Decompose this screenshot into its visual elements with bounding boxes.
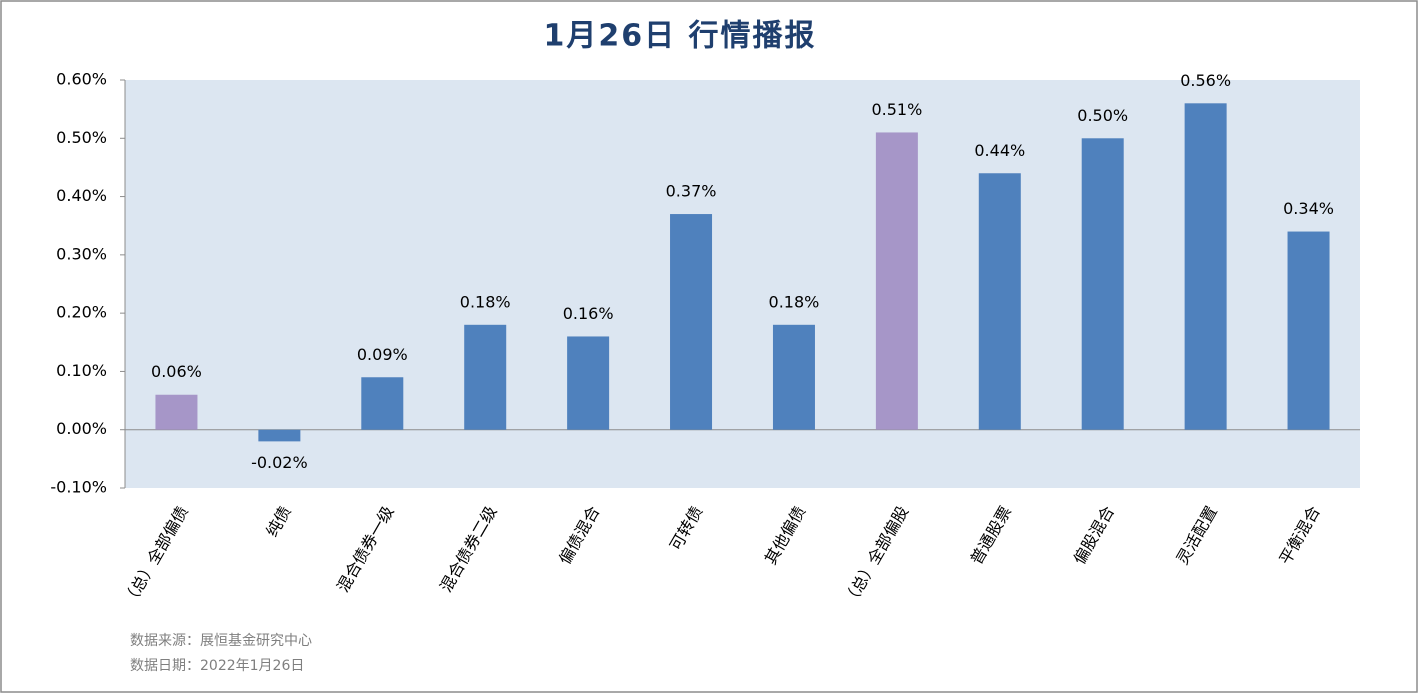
y-tick-label: 0.50% (56, 128, 107, 147)
bar (1287, 231, 1330, 430)
bar (1184, 103, 1227, 430)
value-label: 0.37% (666, 182, 717, 201)
y-tick-label: 0.60% (56, 70, 107, 89)
bar (772, 324, 815, 430)
bar (361, 377, 404, 430)
y-tick-label: 0.20% (56, 303, 107, 322)
y-tick-label: 0.40% (56, 186, 107, 205)
value-label: 0.56% (1180, 71, 1231, 90)
value-label: -0.02% (251, 453, 308, 472)
value-label: 0.09% (357, 345, 408, 364)
bar (875, 132, 918, 430)
bar (1081, 138, 1124, 430)
bar (155, 394, 198, 430)
chart-title: 1月26日 行情播报 (543, 19, 816, 54)
value-label: 0.50% (1077, 106, 1128, 125)
bar (567, 336, 610, 430)
y-tick-label: 0.10% (56, 361, 107, 380)
source-note: 数据来源：展恒基金研究中心 (130, 632, 312, 649)
y-tick-label: -0.10% (50, 478, 107, 497)
value-label: 0.18% (769, 292, 820, 311)
bar (670, 214, 713, 430)
y-tick-label: 0.30% (56, 244, 107, 263)
bar (464, 324, 507, 430)
date-note: 数据日期：2022年1月26日 (130, 658, 304, 674)
y-tick-label: 0.00% (56, 419, 107, 438)
value-label: 0.16% (563, 304, 614, 323)
value-label: 0.51% (871, 100, 922, 119)
value-label: 0.06% (151, 362, 202, 381)
bar (258, 429, 301, 442)
value-label: 0.34% (1283, 199, 1334, 218)
bar (978, 173, 1021, 430)
plot-area (125, 80, 1360, 488)
value-label: 0.18% (460, 292, 511, 311)
value-label: 0.44% (974, 141, 1025, 160)
